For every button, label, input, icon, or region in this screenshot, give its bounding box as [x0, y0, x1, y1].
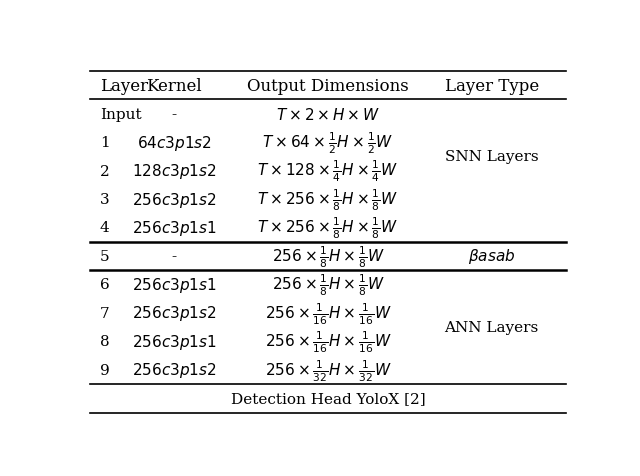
Text: $256c3p1s2$: $256c3p1s2$: [132, 304, 216, 323]
Text: ANN Layers: ANN Layers: [445, 320, 539, 335]
Text: $256 \times \frac{1}{16}H \times \frac{1}{16}W$: $256 \times \frac{1}{16}H \times \frac{1…: [265, 329, 391, 355]
Text: 4: 4: [100, 221, 109, 235]
Text: SNN Layers: SNN Layers: [445, 150, 538, 164]
Text: $256 \times \frac{1}{8}H \times \frac{1}{8}W$: $256 \times \frac{1}{8}H \times \frac{1}…: [271, 272, 385, 298]
Text: 2: 2: [100, 164, 109, 178]
Text: $256c3p1s2$: $256c3p1s2$: [132, 360, 216, 379]
Text: 7: 7: [100, 306, 109, 320]
Text: 9: 9: [100, 363, 109, 377]
Text: 3: 3: [100, 193, 109, 207]
Text: $T \times 256 \times \frac{1}{8}H \times \frac{1}{8}W$: $T \times 256 \times \frac{1}{8}H \times…: [257, 215, 399, 241]
Text: Layer Type: Layer Type: [445, 78, 539, 94]
Text: $T \times 2 \times H \times W$: $T \times 2 \times H \times W$: [276, 107, 380, 122]
Text: $T \times 64 \times \frac{1}{2}H \times \frac{1}{2}W$: $T \times 64 \times \frac{1}{2}H \times …: [262, 130, 394, 156]
Text: $T \times 128 \times \frac{1}{4}H \times \frac{1}{4}W$: $T \times 128 \times \frac{1}{4}H \times…: [257, 159, 399, 184]
Text: $256c3p1s1$: $256c3p1s1$: [132, 332, 216, 351]
Text: 1: 1: [100, 136, 109, 150]
Text: $256 \times \frac{1}{32}H \times \frac{1}{32}W$: $256 \times \frac{1}{32}H \times \frac{1…: [265, 357, 391, 383]
Text: -: -: [172, 108, 177, 121]
Text: Output Dimensions: Output Dimensions: [247, 78, 409, 94]
Text: 8: 8: [100, 335, 109, 348]
Text: $T \times 256 \times \frac{1}{8}H \times \frac{1}{8}W$: $T \times 256 \times \frac{1}{8}H \times…: [257, 187, 399, 212]
Text: $256c3p1s1$: $256c3p1s1$: [132, 275, 216, 294]
Text: $128c3p1s2$: $128c3p1s2$: [132, 162, 216, 181]
Text: Layer: Layer: [100, 78, 148, 94]
Text: Input: Input: [100, 108, 141, 121]
Text: 5: 5: [100, 249, 109, 263]
Text: Kernel: Kernel: [147, 78, 202, 94]
Text: $256 \times \frac{1}{8}H \times \frac{1}{8}W$: $256 \times \frac{1}{8}H \times \frac{1}…: [271, 244, 385, 269]
Text: $\beta asab$: $\beta asab$: [468, 247, 515, 266]
Text: $256c3p1s1$: $256c3p1s1$: [132, 218, 216, 238]
Text: $64c3p1s2$: $64c3p1s2$: [137, 133, 212, 152]
Text: Detection Head YoloX [2]: Detection Head YoloX [2]: [230, 391, 426, 406]
Text: $256 \times \frac{1}{16}H \times \frac{1}{16}W$: $256 \times \frac{1}{16}H \times \frac{1…: [265, 300, 391, 326]
Text: $256c3p1s2$: $256c3p1s2$: [132, 190, 216, 209]
Text: 6: 6: [100, 278, 109, 292]
Text: -: -: [172, 249, 177, 263]
